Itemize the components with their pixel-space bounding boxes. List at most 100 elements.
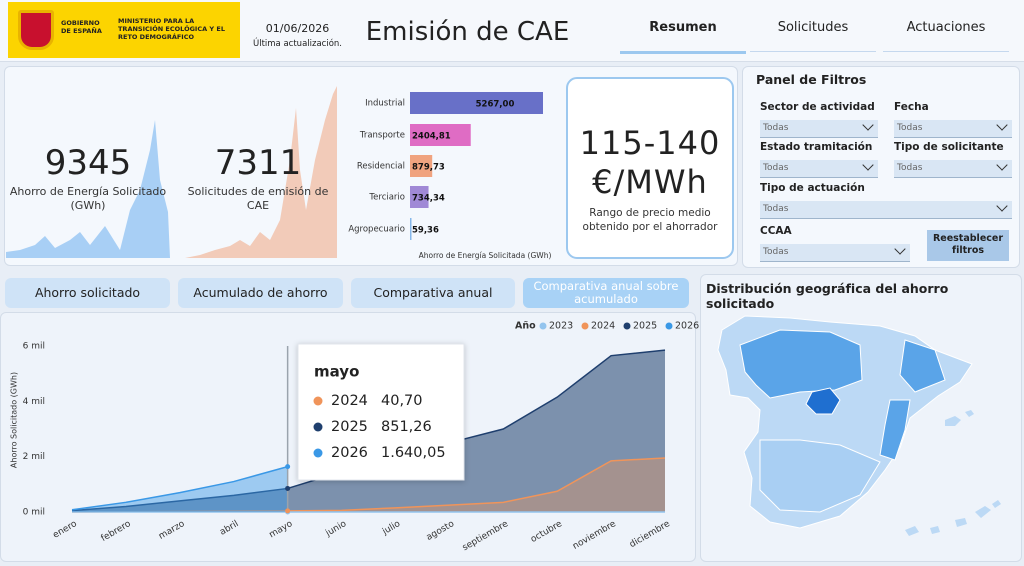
bar (410, 186, 429, 208)
update-caption: Última actualización. (253, 39, 342, 49)
page-title: Emisión de CAE (365, 17, 570, 47)
filter-dropdown[interactable] (894, 160, 1012, 178)
filter-value: Todas (763, 123, 789, 133)
tooltip-series: 2026 (331, 445, 368, 461)
tooltip-value: 851,26 (381, 419, 432, 435)
nav-tab-underline (883, 51, 1009, 52)
filter-label: Estado tramitación (760, 141, 873, 153)
nav-tab[interactable]: Solicitudes (777, 20, 849, 35)
filter-label: Sector de actividad (760, 101, 875, 113)
tooltip-swatch (313, 422, 323, 432)
tooltip-value: 40,70 (381, 393, 423, 409)
series-line (71, 465, 288, 511)
chart-tab[interactable]: Acumulado de ahorro (178, 278, 343, 308)
x-tick-label: marzo (157, 519, 187, 542)
chart-tab[interactable]: Ahorro solicitado (5, 278, 170, 308)
legend-label: 2024 (591, 321, 615, 332)
filter-label: Tipo de actuación (760, 182, 865, 194)
price-card (566, 77, 734, 259)
update-date: 01/06/2026 (265, 22, 330, 35)
filter-dropdown[interactable] (760, 120, 878, 138)
x-tick-label: julio (380, 519, 402, 538)
filter-value: Todas (763, 204, 789, 214)
legend-label: 2025 (633, 321, 657, 332)
map-region (759, 439, 881, 513)
legend-swatch (665, 322, 673, 330)
tooltip-series: 2025 (331, 419, 368, 435)
chart-tab[interactable]: Comparativa anual (351, 278, 515, 308)
legend-title: Año (515, 321, 536, 332)
bar-axis-title: Ahorro de Energía Solicitada (GWh) (419, 251, 552, 260)
map-region (739, 329, 863, 399)
x-tick-label: octubre (529, 519, 564, 545)
bar-category-label: Terciario (368, 193, 405, 203)
logo-crest (18, 10, 54, 50)
filter-label: CCAA (760, 225, 792, 237)
x-tick-label: febrero (100, 519, 134, 544)
x-tick-label: agosto (425, 519, 457, 543)
filter-dropdown[interactable] (760, 160, 878, 178)
x-tick-label: enero (51, 519, 79, 541)
x-tick-label: junio (323, 519, 348, 539)
bar (410, 218, 412, 240)
nav-tab[interactable]: Resumen (649, 20, 717, 35)
bar-value-label: 2404,81 (412, 132, 451, 142)
logo: GOBIERNO DE ESPAÑA MINISTERIO PARA LA TR… (8, 2, 240, 58)
price-value: 115-140 €/MWh (579, 124, 721, 201)
reset-button[interactable]: Reestablecer filtros (927, 230, 1009, 261)
bar-value-label: 5267,00 (476, 100, 515, 110)
bar-value-label: 734,34 (412, 194, 445, 204)
nav-tab-underline (620, 51, 746, 54)
hover-point (285, 508, 291, 514)
price-caption: Rango de precio medio obtenido por el ah… (582, 207, 718, 233)
filter-value: Todas (763, 163, 789, 173)
map-island (945, 410, 974, 426)
legend-swatch (581, 322, 589, 330)
bar (410, 155, 433, 177)
map-region (805, 387, 841, 415)
y-axis-title: Ahorro Solicitado (GWh) (10, 372, 19, 468)
map-island (905, 500, 1001, 536)
chart-tab[interactable]: Comparativa anual sobre acumulado (523, 278, 689, 308)
tooltip-series: 2024 (331, 393, 368, 409)
logo-ministry: MINISTERIO PARA LA TRANSICIÓN ECOLÓGICA … (118, 17, 225, 41)
bar-category-label: Transporte (359, 131, 405, 141)
bar-category-label: Agropecuario (348, 225, 405, 235)
sparkline (185, 86, 337, 258)
nav-tab[interactable]: Actuaciones (906, 20, 986, 35)
filter-label: Fecha (894, 101, 929, 113)
logo-government: GOBIERNO DE ESPAÑA (61, 19, 102, 35)
y-tick-label: 2 mil (23, 452, 45, 462)
bar (410, 124, 471, 146)
x-tick-label: diciembre (628, 519, 672, 550)
kpi-label: Ahorro de Energía Solicitado (GWh) (9, 185, 167, 212)
filter-dropdown[interactable] (894, 120, 1012, 138)
filter-label: Tipo de solicitante (894, 141, 1004, 153)
bar (410, 92, 543, 114)
filter-dropdown[interactable] (760, 201, 1012, 219)
tooltip-swatch (313, 448, 323, 458)
filter-title: Panel de Filtros (756, 72, 867, 87)
map-region (879, 399, 911, 461)
series-area (72, 458, 665, 512)
legend-label: 2023 (549, 321, 573, 332)
legend-swatch (539, 322, 547, 330)
filter-value: Todas (763, 247, 789, 257)
filter-value: Todas (897, 163, 923, 173)
series-area (72, 466, 288, 512)
filter-dropdown[interactable] (760, 244, 910, 262)
tooltip-title: mayo (314, 363, 359, 381)
x-tick-label: mayo (268, 519, 295, 540)
hover-point (285, 485, 291, 491)
x-tick-label: abril (218, 519, 240, 538)
kpi-value: 7311 (214, 143, 302, 183)
filter-value: Todas (897, 123, 923, 133)
y-tick-label: 0 mil (23, 508, 45, 518)
y-tick-label: 6 mil (23, 342, 45, 352)
kpi-label: Solicitudes de emisión de CAE (187, 185, 329, 212)
bar-value-label: 879,73 (412, 163, 445, 173)
tooltip-swatch (313, 396, 323, 406)
x-tick-label: septiembre (461, 519, 511, 553)
map-title: Distribución geográfica del ahorro solic… (706, 281, 949, 311)
